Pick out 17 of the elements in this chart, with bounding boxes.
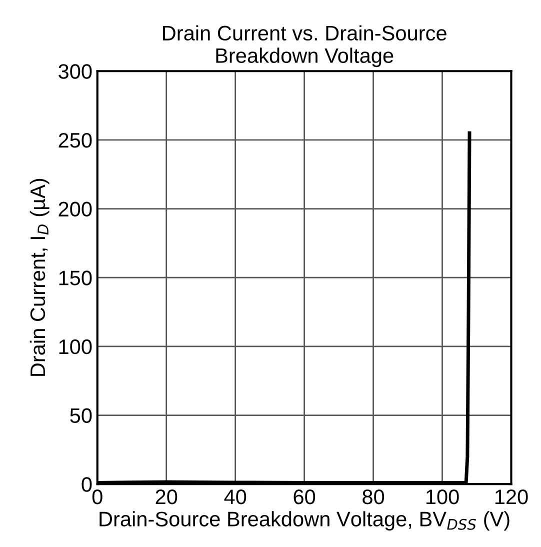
x-tick-label: 100 [426,490,459,504]
y-tick-label: 250 [58,132,92,148]
y-axis-title: Drain Current, I$_{D}$ (µA) [30,178,50,376]
x-axis-title: Drain-Source Breakdown Voltage, BV$_{DSS}$ (V) [100,511,510,531]
x-tick-label: 0 [92,490,102,504]
x-tick-label: 120 [495,490,528,504]
y-tick-label: 0 [82,477,92,492]
x-tick-label: 20 [156,490,178,504]
y-tick-label: 300 [58,64,92,79]
x-tick-label: 80 [362,490,384,504]
y-tick-label: 150 [59,270,92,286]
x-tick-label: 60 [294,490,316,504]
chart-title: Drain Current vs. Drain-Source Breakdown Voltage [163,25,446,68]
x-tick-label: 40 [224,490,246,504]
y-tick-label: 100 [59,339,92,354]
y-tick-label: 50 [70,408,92,424]
y-tick-label: 200 [58,202,92,217]
